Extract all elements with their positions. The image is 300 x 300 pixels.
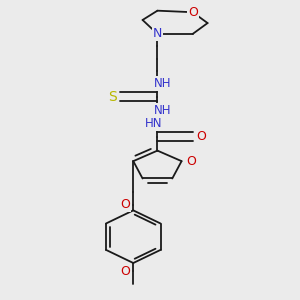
Text: O: O [120,198,130,211]
Text: HN: HN [145,117,163,130]
Text: NH: NH [154,103,172,117]
Text: O: O [188,6,198,19]
Text: O: O [120,265,130,278]
Text: O: O [186,154,196,168]
Text: O: O [196,130,206,143]
Text: S: S [108,90,116,104]
Text: NH: NH [154,77,172,90]
Text: N: N [153,27,162,40]
